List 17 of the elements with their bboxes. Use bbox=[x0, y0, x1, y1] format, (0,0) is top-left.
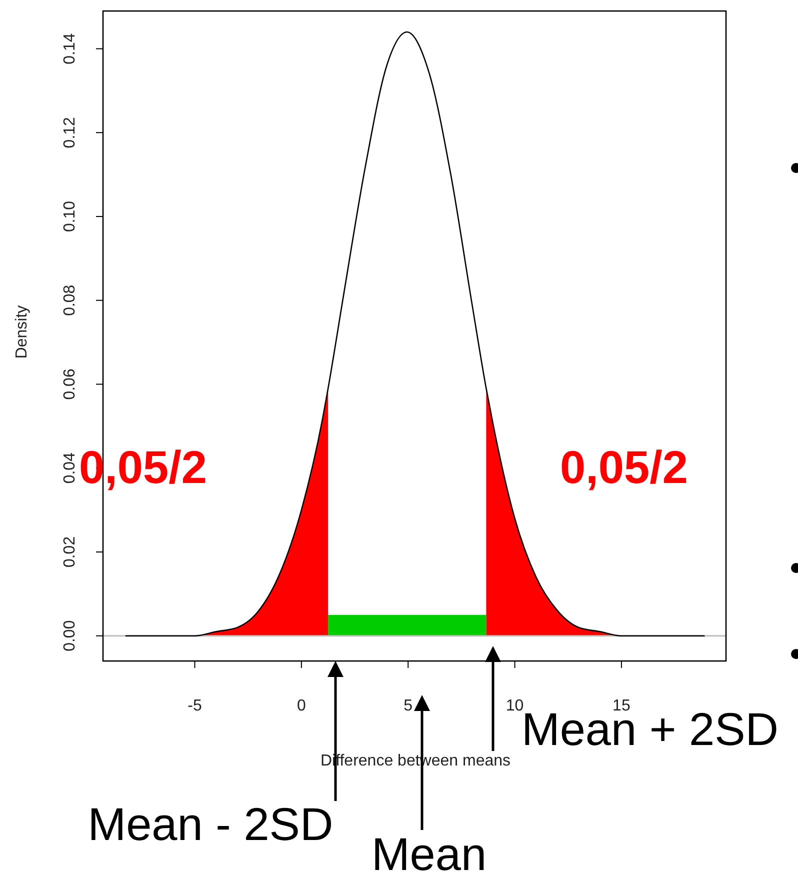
x-tick-label: 15 bbox=[612, 698, 630, 714]
text: Mean bbox=[371, 828, 487, 880]
y-tick-label: 0.02 bbox=[62, 536, 78, 568]
x-tick-label: 0 bbox=[296, 698, 306, 714]
y-tick-label: 0.10 bbox=[62, 200, 78, 232]
y-tick-label: 0.08 bbox=[62, 284, 78, 316]
y-tick-label: 0.06 bbox=[62, 368, 78, 400]
x-tick-label: 5 bbox=[404, 698, 413, 714]
y-tick-label: 0.12 bbox=[62, 116, 78, 148]
y-tick-label: 0.14 bbox=[62, 33, 78, 64]
x-tick-label: -5 bbox=[188, 698, 202, 714]
text: Mean - 2SD bbox=[88, 798, 334, 850]
x-tick-label: 10 bbox=[506, 698, 524, 714]
y-axis-title: Density bbox=[14, 305, 30, 359]
annotation: 0,05/2 bbox=[560, 441, 688, 493]
y-tick-label: 0.00 bbox=[62, 620, 78, 652]
y-tick-label: 0.04 bbox=[62, 452, 78, 484]
